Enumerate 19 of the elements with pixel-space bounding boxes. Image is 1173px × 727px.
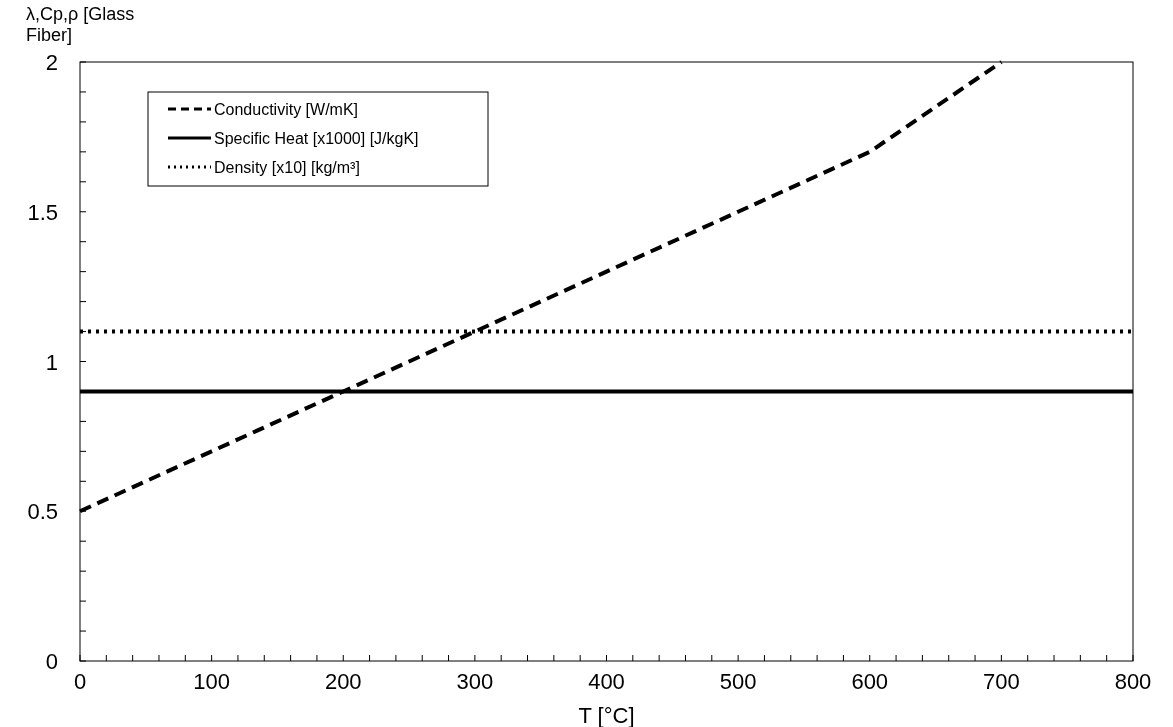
- y-tick-label: 1: [45, 349, 58, 375]
- x-tick-label: 800: [1114, 669, 1152, 694]
- x-tick-label: 0: [73, 669, 87, 694]
- y-tick-label: 2: [45, 50, 58, 75]
- y-tick-label: 0: [45, 649, 58, 674]
- x-tick-label: 200: [324, 669, 362, 694]
- legend-label: Density [x10] [kg/m³]: [214, 159, 360, 176]
- x-tick-label: 700: [983, 669, 1020, 694]
- legend-label: Conductivity [W/mK]: [214, 101, 359, 118]
- legend-label: Specific Heat [x1000] [J/kgK]: [214, 130, 419, 147]
- x-axis-title: T [°C]: [578, 703, 635, 727]
- x-tick-label: 600: [851, 669, 889, 694]
- y-axis-title: λ,Cp,ρ [Glass Fiber]: [26, 4, 135, 45]
- y-tick-label: 0.5: [27, 499, 58, 525]
- x-tick-label: 100: [193, 669, 230, 694]
- x-tick-label: 500: [719, 669, 757, 694]
- y-tick-label: 1.5: [27, 199, 58, 225]
- x-tick-label: 400: [588, 669, 625, 694]
- x-tick-label: 300: [456, 669, 494, 694]
